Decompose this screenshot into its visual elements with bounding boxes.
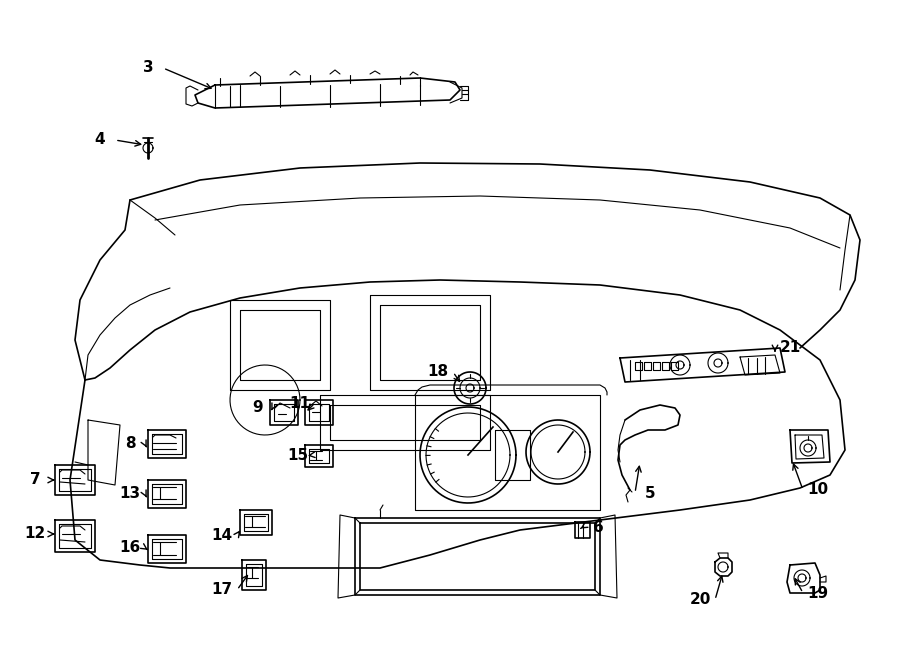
Text: 14: 14 (212, 527, 232, 543)
Text: 15: 15 (287, 447, 309, 463)
Text: 7: 7 (30, 473, 40, 488)
Text: 6: 6 (592, 520, 603, 535)
Text: 10: 10 (807, 483, 829, 498)
Text: 16: 16 (120, 541, 140, 555)
Text: 18: 18 (428, 364, 448, 379)
Text: 11: 11 (290, 395, 310, 410)
Text: 13: 13 (120, 486, 140, 502)
Text: 19: 19 (807, 586, 829, 600)
Text: 20: 20 (689, 592, 711, 607)
Text: 5: 5 (644, 485, 655, 500)
Text: 21: 21 (779, 340, 801, 356)
Text: 3: 3 (143, 61, 153, 75)
Text: 4: 4 (94, 132, 105, 147)
Text: 12: 12 (24, 527, 46, 541)
Text: 17: 17 (212, 582, 232, 598)
Text: 9: 9 (253, 399, 264, 414)
Text: 8: 8 (125, 436, 135, 451)
